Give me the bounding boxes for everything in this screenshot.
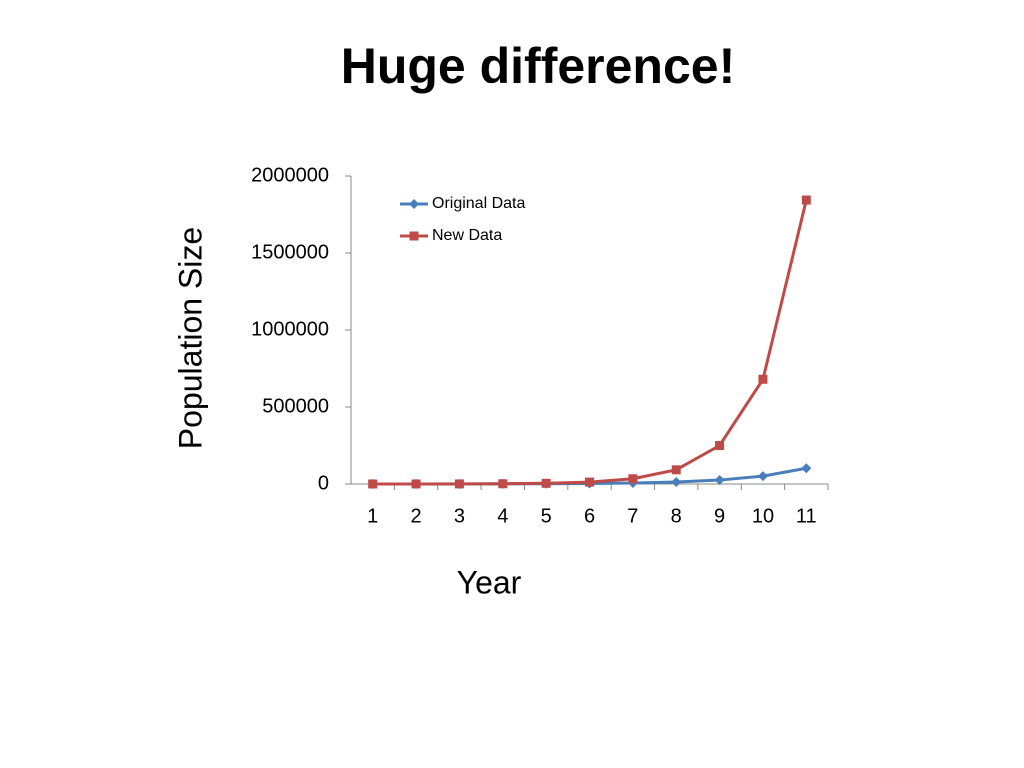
x-tick-label: 1 xyxy=(367,505,378,527)
data-point xyxy=(714,475,725,486)
data-point xyxy=(409,231,419,241)
y-tick-label: 1000000 xyxy=(251,318,329,340)
x-tick-label: 6 xyxy=(584,505,595,527)
data-point xyxy=(628,474,638,484)
x-axis-label: Year xyxy=(457,564,522,600)
legend-label: New Data xyxy=(432,227,502,244)
data-point xyxy=(757,471,768,482)
data-point xyxy=(368,479,378,489)
x-tick-label: 10 xyxy=(752,505,774,527)
y-tick-label: 0 xyxy=(318,472,329,494)
data-point xyxy=(409,199,419,209)
data-point xyxy=(671,465,681,475)
data-point xyxy=(715,441,725,450)
x-tick-label: 3 xyxy=(454,505,465,527)
y-axis-label: Population Size xyxy=(172,227,208,449)
data-point xyxy=(454,479,464,489)
y-tick-label: 500000 xyxy=(262,395,329,417)
data-point xyxy=(758,374,768,384)
data-point xyxy=(498,479,508,489)
data-point xyxy=(671,477,682,488)
data-point xyxy=(541,478,551,488)
data-point xyxy=(585,477,594,487)
y-tick-label: 1500000 xyxy=(251,241,329,263)
y-tick-label: 2000000 xyxy=(251,164,329,186)
chart-title: Huge difference! xyxy=(341,38,736,94)
legend-label: Original Data xyxy=(432,195,525,212)
x-tick-label: 2 xyxy=(410,505,421,527)
x-tick-label: 4 xyxy=(497,505,508,527)
data-point xyxy=(801,463,812,474)
x-tick-label: 5 xyxy=(541,505,552,527)
x-tick-label: 11 xyxy=(796,505,817,527)
x-tick-label: 9 xyxy=(714,505,725,527)
x-tick-label: 7 xyxy=(627,505,638,527)
x-tick-label: 8 xyxy=(671,505,682,527)
data-point xyxy=(411,479,421,489)
data-point xyxy=(801,195,811,205)
